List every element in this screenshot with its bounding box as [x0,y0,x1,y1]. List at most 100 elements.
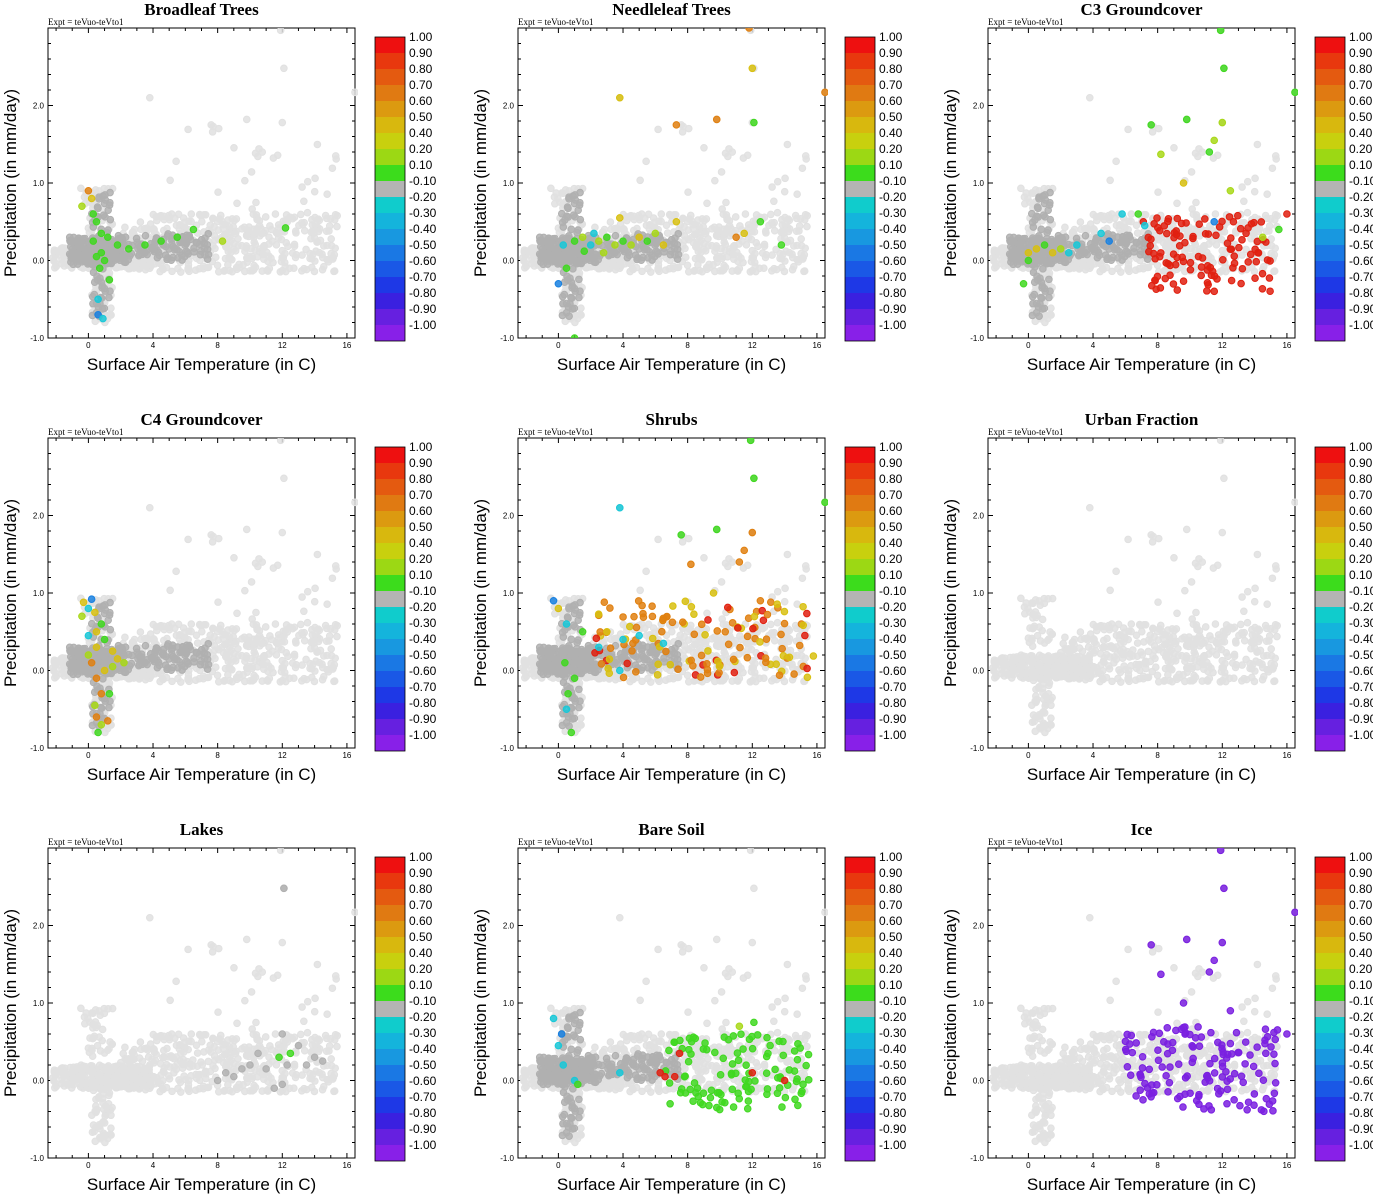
data-point [570,237,579,245]
neutral-point [1061,233,1070,242]
y-tick-label: 0.0 [503,257,515,266]
neutral-point [183,248,192,256]
background-point [276,267,285,276]
neutral-point [99,211,108,219]
data-point [1238,264,1247,273]
data-point [570,334,579,338]
neutral-point [104,206,113,214]
data-point [748,64,757,73]
data-point [1210,217,1219,226]
neutral-point [1032,212,1041,220]
y-tick-label: 1.0 [973,179,985,188]
data-point [1218,118,1227,127]
background-point [172,157,180,166]
background-point [599,228,607,236]
background-point [168,267,176,276]
background-point [701,247,710,255]
background-point [226,228,234,237]
data-point [1265,274,1274,282]
neutral-point [93,272,101,280]
colorbar-swatch [375,293,405,309]
data-point [94,310,102,319]
colorbar-label: 0.50 [409,110,433,124]
colorbar-label: -0.80 [1349,286,1373,300]
colorbar-swatch [845,85,875,101]
background-point [231,247,240,255]
data-point [1201,215,1209,223]
background-point [780,187,789,196]
neutral-point [1045,275,1053,284]
background-point [611,265,620,274]
background-point [1194,152,1202,161]
background-point [793,190,801,198]
neutral-point [1044,226,1052,234]
data-point [750,118,758,127]
data-point [1173,214,1182,223]
x-axis-label: Surface Air Temperature (in C) [1027,355,1256,374]
background-point [684,226,693,234]
background-point [1111,214,1119,223]
colorbar-swatch [375,261,405,277]
neutral-point [1130,248,1138,256]
background-point [1170,143,1178,152]
x-tick-label: 16 [342,751,351,760]
background-point [798,164,807,173]
background-point [1159,238,1168,247]
colorbar-swatch [375,149,405,165]
background-point [241,677,249,686]
background-point [1069,228,1077,236]
colorbar-label: -0.70 [879,270,907,284]
background-point [1076,218,1085,226]
background-point [744,234,753,242]
background-point [136,218,145,226]
x-tick-label: 16 [342,341,351,350]
background-point [694,216,702,224]
colorbar-swatch [1315,101,1345,117]
background-point [50,667,58,675]
neutral-point [670,239,679,248]
colorbar-swatch [1315,277,1345,293]
neutral-point [564,234,573,242]
background-point [248,205,257,213]
colorbar-frame [844,36,876,342]
background-point [1259,262,1268,271]
data-point [92,217,101,226]
colorbar-swatch [375,101,405,117]
background-point [129,228,137,236]
background-point [721,263,730,272]
data-point [1258,284,1267,293]
data-point [619,237,627,245]
data-point [1064,248,1073,257]
data-point [821,88,828,97]
data-point [1157,150,1165,159]
colorbar-label: -0.90 [1349,302,1373,316]
background-point [260,241,269,250]
background-point [697,236,705,245]
data-point [1163,229,1171,238]
colorbar-label: -0.50 [1349,238,1373,252]
colorbar-label: 0.10 [409,158,433,172]
background-point [269,258,277,267]
background-point [314,215,323,223]
neutral-point [568,283,576,292]
data-point [599,248,608,257]
colorbar-label: 0.80 [879,62,903,76]
chart-title: C4 Groundcover [141,410,263,429]
neutral-point [164,230,172,238]
background-point [233,199,241,208]
colorbar-label: -0.50 [879,238,907,252]
colorbar-swatch [1315,69,1345,85]
background-point [1211,210,1220,218]
neutral-point [1104,230,1112,238]
colorbar-swatch [1315,245,1345,261]
data-point [1230,252,1239,260]
background-point [1106,176,1114,185]
background-point [184,125,192,134]
neutral-point [1028,311,1037,320]
data-point [87,194,96,203]
background-point [176,678,185,686]
data-point [1024,248,1033,257]
background-point [1238,183,1246,191]
colorbar: 1.000.900.800.700.600.500.400.200.10-0.1… [374,30,437,342]
